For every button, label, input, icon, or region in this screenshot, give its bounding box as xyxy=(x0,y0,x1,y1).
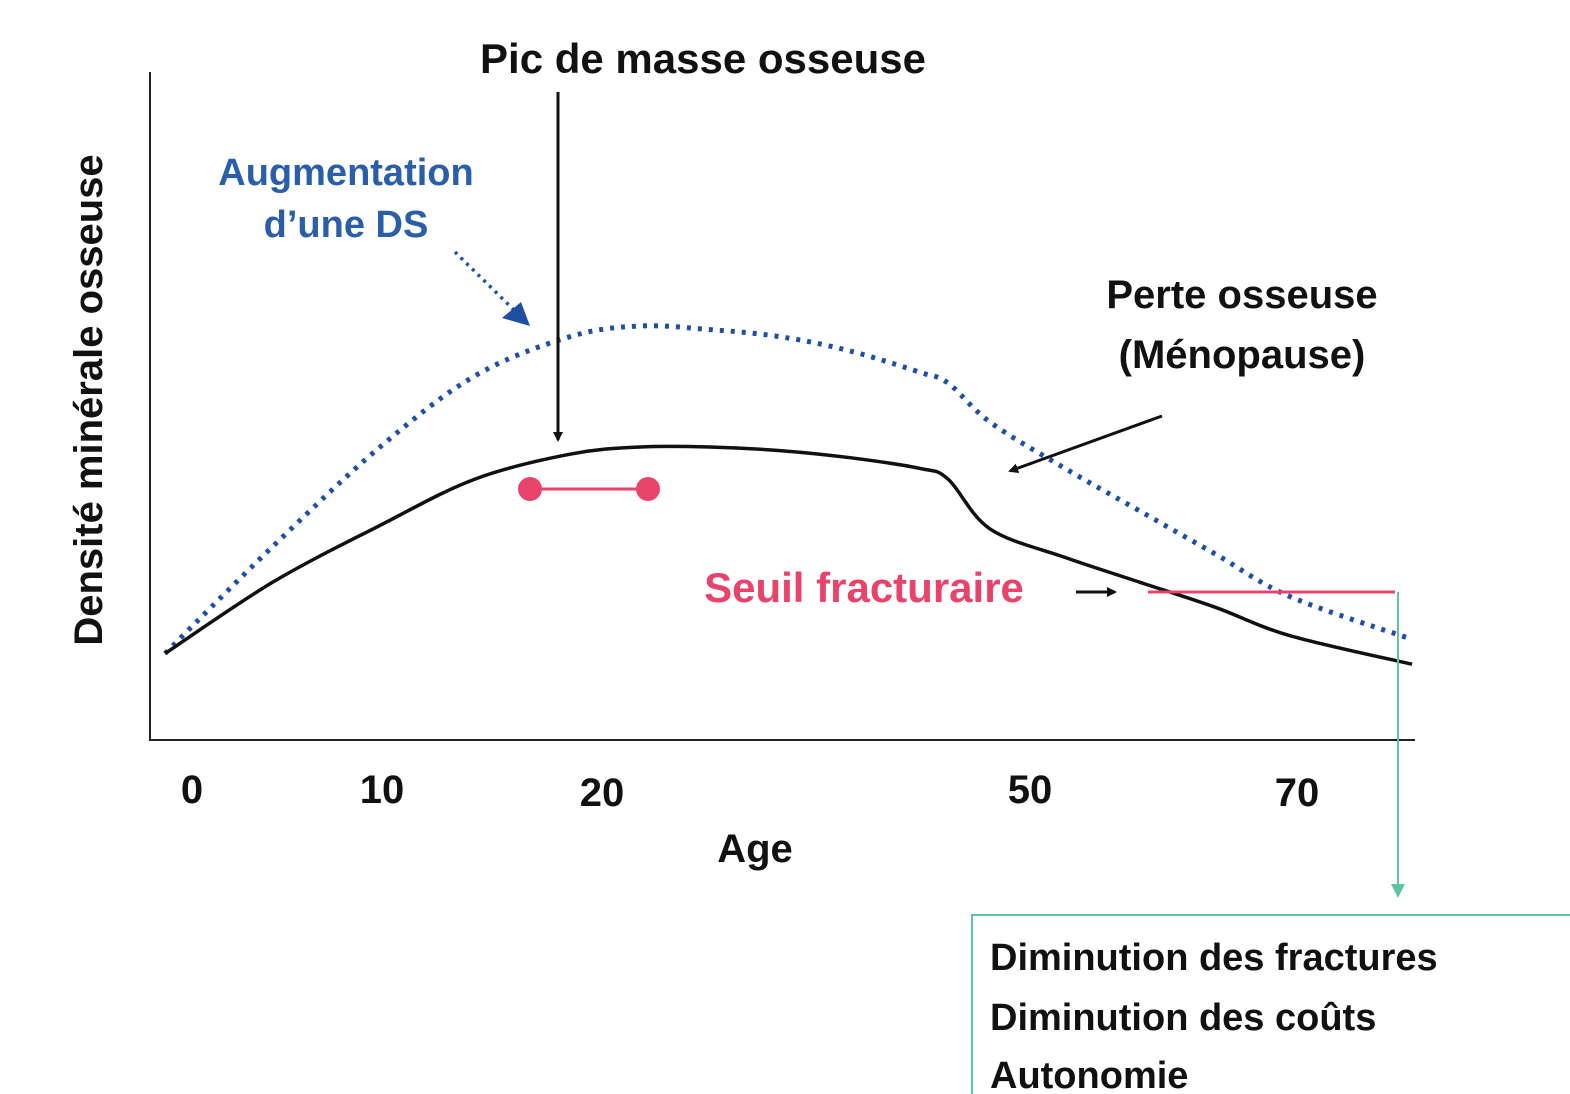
peak-bone-mass-label: Pic de masse osseuse xyxy=(480,35,926,82)
bone-loss-label-line2: (Ménopause) xyxy=(1119,333,1366,377)
outcome-line: Diminution des coûts xyxy=(990,997,1376,1039)
peak-range-marker xyxy=(518,477,660,501)
outcome-line: Autonomie xyxy=(990,1055,1188,1094)
improved-density-curve xyxy=(163,323,1413,656)
menopause-arrow xyxy=(1008,414,1163,473)
outcome-line: Diminution des fractures xyxy=(990,937,1438,979)
x-tick-label: 0 xyxy=(181,768,203,812)
increase-label-line1: Augmentation xyxy=(218,152,473,194)
increase-arrow xyxy=(453,250,530,326)
y-axis-label: Densité minérale osseuse xyxy=(67,154,111,645)
outcome-connector xyxy=(1391,592,1405,898)
x-tick-label: 10 xyxy=(360,768,405,812)
fracture-threshold-label: Seuil fracturaire xyxy=(704,564,1024,611)
x-tick-label: 20 xyxy=(580,771,625,815)
baseline-density-curve xyxy=(164,444,1413,666)
x-tick-label: 70 xyxy=(1275,771,1320,815)
x-tick-label: 50 xyxy=(1008,768,1053,812)
x-axis-label: Age xyxy=(717,827,793,871)
increase-label-line2: d’une DS xyxy=(264,204,429,246)
outcome-box xyxy=(971,914,1570,1094)
bone-loss-label-line1: Perte osseuse xyxy=(1106,273,1377,317)
